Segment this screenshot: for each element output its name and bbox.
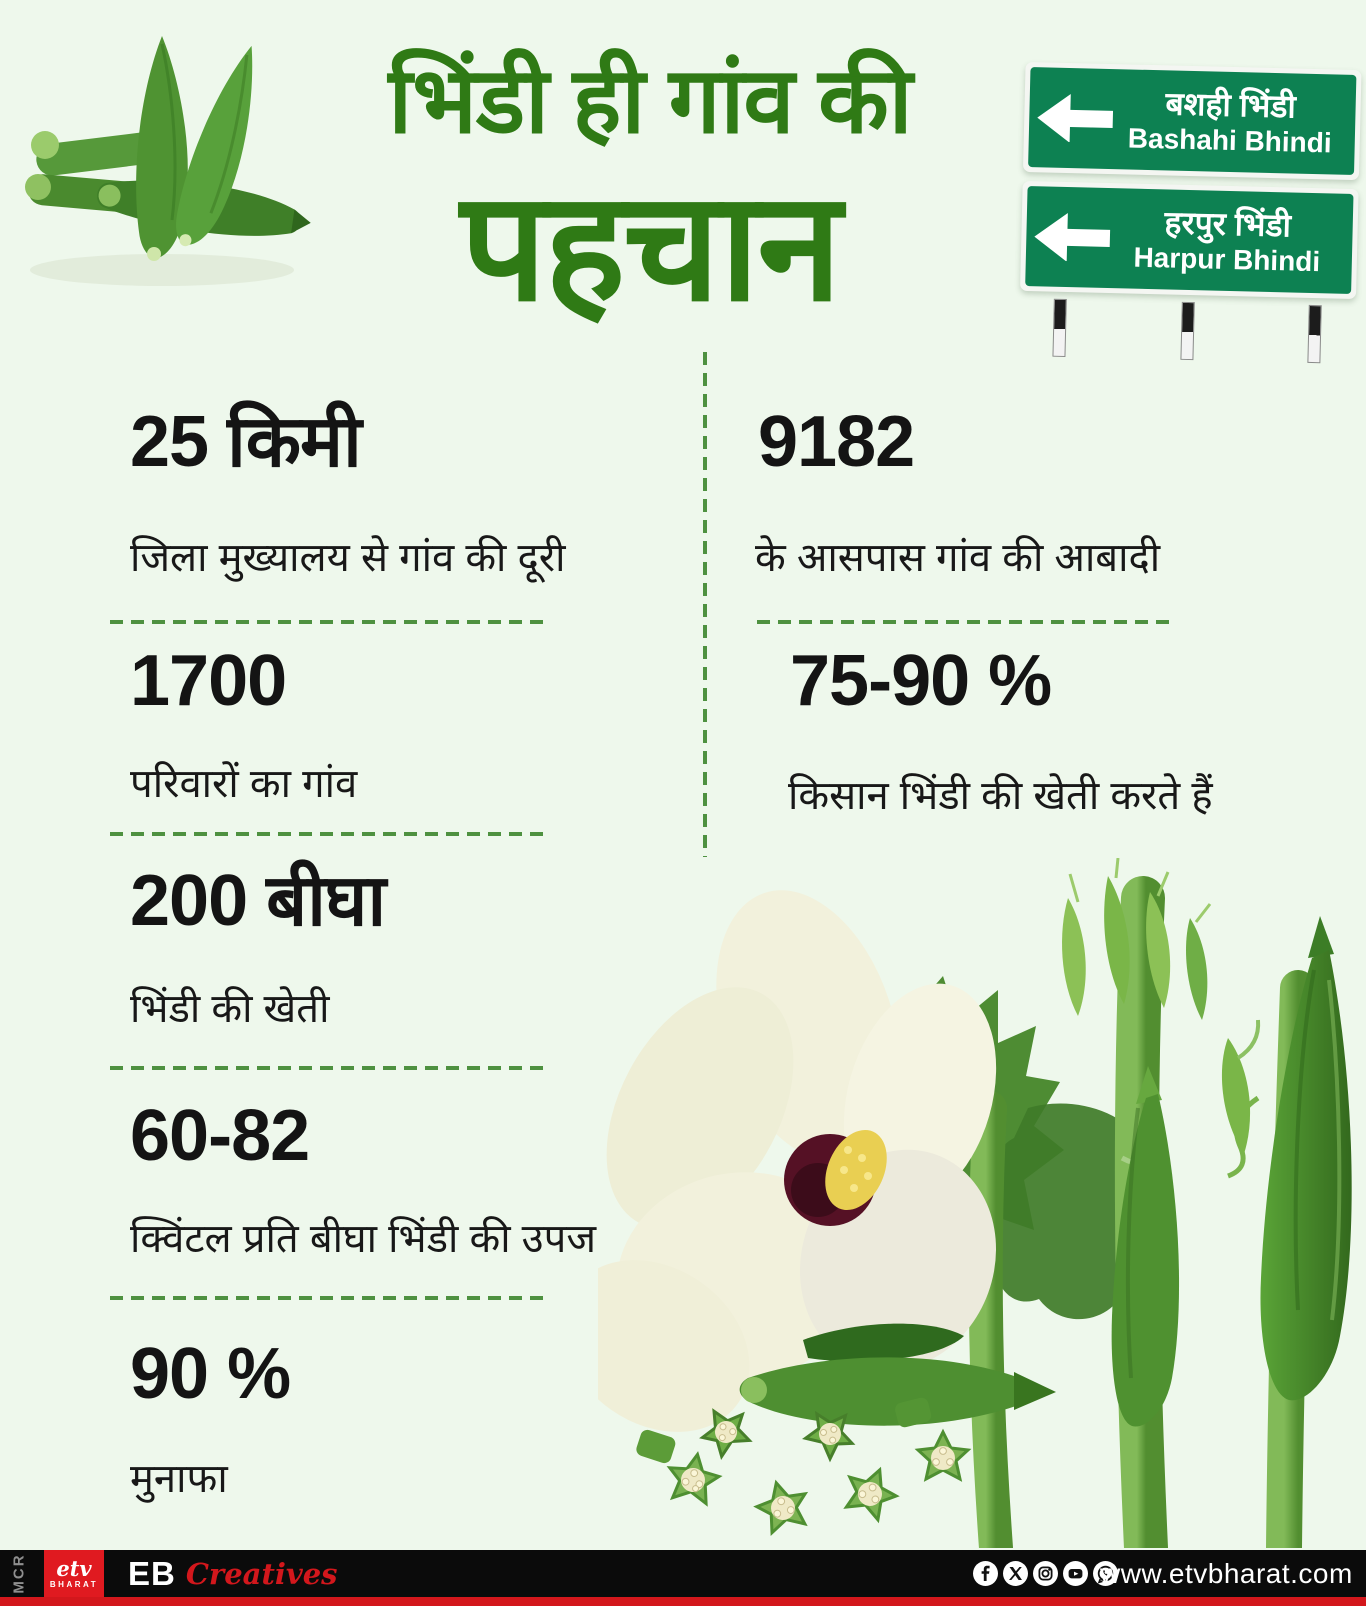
stat-population-value: 9182 [758,402,915,482]
separator [757,620,1177,624]
okra-slices [636,1323,1056,1536]
separator [110,832,545,836]
footer-bar [0,1550,1366,1597]
sign-english-harpur: Harpur Bhindi [1133,241,1321,278]
eb-creatives-logo: EB Creatives [128,1550,338,1597]
okra-buds [1062,858,1261,1154]
stat-population-label: के आसपास गांव की आबादी [755,536,1161,580]
road-sign-photo: बशही भिंडी Bashahi Bhindi हरपुर भिंडी Ha… [1018,61,1362,364]
okra-pod-right [176,45,253,247]
footer-red-strip [0,1597,1366,1606]
etv-logo-sub: BHARAT [49,1580,99,1589]
stat-families-value: 1700 [130,641,287,721]
petal-fragment [598,1260,750,1432]
stat-yield-label: क्विंटल प्रति बीघा भिंडी की उपज [130,1217,597,1261]
page-title-line1: भिंडी ही गांव की [388,50,912,152]
facebook-icon [973,1561,998,1586]
left-arrow-icon [1034,212,1111,262]
stat-farmers-label: किसान भिंडी की खेती करते हैं [788,774,1213,818]
stat-families-label: परिवारों का गांव [130,762,358,806]
sign-panel-bashahi: बशही भिंडी Bashahi Bhindi [1022,61,1362,181]
creatives-text: Creatives [185,1556,338,1591]
stat-distance-value: 25 किमी [130,402,362,482]
okra-pods-on-plant [1111,916,1352,1427]
stat-farmers-value: 75-90 % [790,641,1052,721]
eb-text: EB [128,1554,176,1592]
column-divider [703,352,707,857]
separator [110,620,545,624]
okra-pods-photo [25,36,311,286]
separator [110,1296,545,1300]
social-icons [973,1550,1118,1597]
stat-profit-label: मुनाफा [130,1457,228,1501]
separator [110,1066,545,1070]
page-title-line2: पहचान [460,162,841,332]
sign-panel-harpur: हरपुर भिंडी Harpur Bhindi [1020,180,1359,300]
etv-bharat-logo: etv BHARAT [44,1550,104,1597]
stat-yield-value: 60-82 [130,1096,310,1176]
youtube-icon [1063,1561,1088,1586]
sign-english-bashahi: Bashahi Bhindi [1127,122,1333,159]
stat-area-value: 200 बीघा [130,861,386,941]
stat-area-label: भिंडी की खेती [130,987,330,1031]
instagram-icon [1033,1561,1058,1586]
okra-plant-photo [598,858,1352,1548]
left-arrow-icon [1037,93,1114,143]
mcr-label: MCR [0,1550,38,1597]
sign-hindi-harpur: हरपुर भिंडी [1164,204,1292,244]
whatsapp-icon [1093,1561,1118,1586]
website-url: www.etvbharat.com [1100,1557,1353,1589]
etv-logo-mark: etv [56,1556,92,1581]
sign-legs [1018,298,1355,364]
okra-pod-center [136,36,188,261]
x-icon [1003,1561,1028,1586]
sign-hindi-bashahi: बशही भिंडी [1165,85,1297,125]
stat-profit-value: 90 % [130,1334,291,1414]
stat-distance-label: जिला मुख्यालय से गांव की दूरी [130,536,566,580]
mcr-text: MCR [10,1553,28,1594]
